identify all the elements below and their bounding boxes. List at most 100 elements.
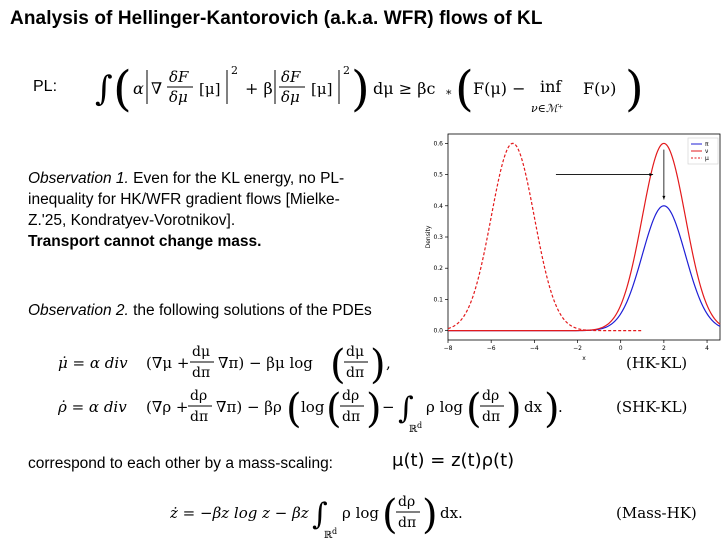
svg-text:): )	[544, 386, 560, 432]
svg-text:ℝ: ℝ	[409, 424, 418, 435]
svg-text:(: (	[382, 492, 398, 538]
svg-text:dπ: dπ	[482, 409, 500, 425]
mass-scaling-formula: μ(t) = z(t)ρ(t)	[392, 450, 515, 471]
svg-text:∇: ∇	[151, 79, 162, 98]
svg-text:(: (	[330, 342, 346, 386]
tag-shk-kl: (SHK-KL)	[616, 398, 687, 416]
svg-text:(: (	[466, 386, 482, 432]
obs1-line1: Observation 1. Even for the KL energy, n…	[28, 168, 408, 189]
svg-text:): )	[625, 61, 644, 117]
equation-shk-kl: ρ̇ = α div (∇ρ + dρ dπ ∇π) − βρ ( log ( …	[58, 386, 687, 435]
svg-text:ν∈ℳ⁺: ν∈ℳ⁺	[531, 102, 564, 115]
x-tick-label: −8	[444, 345, 453, 352]
svg-text:(: (	[455, 61, 474, 117]
svg-text:*: *	[446, 88, 452, 101]
obs2-label: Observation 2.	[28, 302, 129, 319]
svg-text:dx: dx	[524, 398, 543, 416]
svg-text:F(ν): F(ν)	[583, 79, 616, 98]
svg-text:inf: inf	[540, 77, 562, 96]
svg-text:F(μ) −: F(μ) −	[473, 79, 525, 98]
svg-text:): )	[422, 492, 438, 538]
legend-label: π	[705, 141, 709, 148]
x-tick-label: −4	[530, 345, 539, 352]
obs1-line1-text: Even for the KL energy, no PL-	[128, 170, 345, 187]
plot-frame	[447, 133, 721, 341]
x-axis-label: x	[582, 355, 586, 360]
svg-text:dπ: dπ	[398, 515, 416, 531]
svg-text:dx.: dx.	[440, 504, 463, 522]
x-tick-label: −6	[487, 345, 496, 352]
svg-text:dπ: dπ	[190, 409, 208, 425]
svg-text:[μ]: [μ]	[199, 80, 220, 98]
y-tick-label: 0.6	[433, 140, 443, 147]
obs1-line2: inequality for HK/WFR gradient flows [Mi…	[28, 191, 340, 208]
svg-text:dμ: dμ	[192, 344, 210, 360]
svg-text:dρ: dρ	[482, 388, 499, 404]
legend-label: μ	[705, 155, 709, 162]
annotation-arrow-head	[662, 195, 666, 200]
svg-text:): )	[370, 342, 386, 386]
y-tick-label: 0.2	[433, 265, 443, 272]
obs2-text: the following solutions of the PDEs	[128, 302, 372, 319]
svg-text:d: d	[332, 527, 337, 536]
svg-text:−: −	[382, 398, 395, 416]
svg-text:dμ: dμ	[346, 344, 364, 360]
series-line-ν	[448, 142, 721, 332]
svg-text:∫: ∫	[398, 391, 414, 426]
svg-text:ℝ: ℝ	[324, 530, 333, 541]
legend-box	[687, 137, 719, 165]
svg-text:,: ,	[386, 354, 391, 372]
svg-text:δF: δF	[281, 68, 301, 86]
series-line-π	[448, 205, 721, 332]
svg-text:log: log	[301, 398, 325, 416]
svg-text:dμ ≥ βc: dμ ≥ βc	[373, 79, 435, 98]
svg-text:∇π) − βρ: ∇π) − βρ	[216, 398, 282, 416]
svg-text:ż = −βz log z − βz: ż = −βz log z − βz	[170, 504, 309, 522]
svg-text:∫: ∫	[312, 497, 328, 532]
x-tick-label: 0	[619, 345, 623, 352]
annotation-arrow-head	[649, 173, 654, 177]
svg-text:): )	[366, 386, 382, 432]
pl-inequality: ∫ ( α ∇ δF δμ [μ] 2 + β δF δμ [μ] 2 ) dμ…	[95, 61, 644, 117]
svg-text:dρ: dρ	[342, 388, 359, 404]
svg-text:ρ̇ = α div: ρ̇ = α div	[58, 398, 127, 416]
slide-title: Analysis of Hellinger-Kantorovich (a.k.a…	[10, 8, 543, 29]
correspondence-text: correspond to each other by a mass-scali…	[28, 455, 333, 472]
svg-text:dπ: dπ	[192, 365, 210, 381]
observation-2: Observation 2. the following solutions o…	[28, 302, 372, 320]
obs1-conclusion: Transport cannot change mass.	[28, 233, 262, 250]
obs1-line3: Z.'25, Kondratyev-Vorotnikov].	[28, 212, 236, 229]
svg-text:): )	[506, 386, 522, 432]
y-tick-label: 0.1	[433, 296, 443, 303]
paren-left: (	[113, 61, 132, 117]
tag-mass-hk: (Mass-HK)	[616, 504, 697, 522]
legend-label: ν	[705, 148, 709, 155]
svg-text:ρ log: ρ log	[426, 398, 463, 416]
series-line-μ	[447, 142, 643, 332]
svg-text:α: α	[133, 79, 144, 98]
obs1-label: Observation 1.	[28, 170, 129, 187]
y-tick-label: 0.5	[433, 172, 443, 179]
svg-text:2: 2	[343, 64, 350, 77]
tag-hk-kl: (HK-KL)	[626, 354, 687, 372]
svg-text:d: d	[417, 421, 422, 430]
equation-hk-kl: μ̇ = α div (∇μ + dμ dπ ∇π) − βμ log ( dμ…	[58, 342, 687, 386]
svg-text:[μ]: [μ]	[311, 80, 332, 98]
y-axis-label: Density	[425, 225, 432, 248]
svg-text:δF: δF	[169, 68, 189, 86]
svg-text:dρ: dρ	[398, 494, 415, 510]
svg-text:.: .	[558, 398, 563, 416]
density-chart: −8 −6 −4 −2 0 2 4 0.0 0.1 0.2 0.3 0.4 0.5 0.6 x Density…	[425, 133, 721, 360]
x-tick-label: 4	[705, 345, 709, 352]
svg-text:dπ: dπ	[342, 409, 360, 425]
svg-text:ρ log: ρ log	[342, 504, 379, 522]
y-tick-label: 0.0	[433, 328, 443, 335]
y-tick-label: 0.3	[433, 234, 443, 241]
svg-text:μ̇ = α div: μ̇ = α div	[58, 354, 128, 372]
x-tick-label: 2	[662, 345, 666, 352]
svg-text:dπ: dπ	[346, 365, 364, 381]
paren-right: )	[351, 61, 370, 117]
equation-mass-hk: ż = −βz log z − βz ∫ ℝ d ρ log ( dρ dπ )…	[170, 492, 697, 541]
integral-sign: ∫	[95, 69, 113, 109]
svg-text:dρ: dρ	[190, 388, 207, 404]
